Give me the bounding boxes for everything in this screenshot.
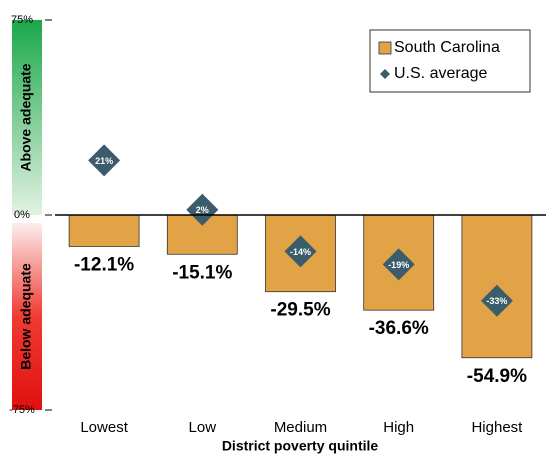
diamond-marker [284,235,317,268]
diamond-marker [88,144,121,177]
legend-swatch [378,41,392,55]
bar [68,214,140,247]
zone-label: Above adequate [18,63,34,171]
x-tick-label: Lowest [80,419,128,436]
x-tick-label: Medium [274,419,327,436]
legend-box [369,29,531,93]
bar-value-label: -15.1% [172,262,232,283]
x-tick-label: Low [189,419,217,436]
marker-value-label: 21% [95,156,113,166]
x-tick-label: High [383,419,414,436]
diamond-marker [480,284,513,317]
diamond-marker [382,248,415,281]
bar-value-label: -36.6% [369,318,429,339]
legend-label: U.S. average [394,65,487,82]
bar-value-label: -54.9% [467,366,527,387]
legend-label: South Carolina [394,39,500,56]
zone-above [12,20,42,215]
bar-value-label: -29.5% [270,300,330,321]
x-tick-label: Highest [471,419,523,436]
marker-value-label: -33% [486,296,507,306]
zone-label: Below adequate [18,263,34,370]
y-tick-label: -75% [9,404,35,416]
x-axis-title: District poverty quintile [222,438,379,454]
marker-value-label: 2% [196,205,209,215]
marker-value-label: -19% [388,260,409,270]
bar-value-label: -12.1% [74,254,134,275]
y-tick-label: 75% [11,14,33,26]
zone-below [12,223,42,410]
legend-swatch [380,69,390,79]
y-tick-label: 0% [14,209,30,221]
marker-value-label: -14% [290,247,311,257]
diamond-marker [186,193,219,226]
